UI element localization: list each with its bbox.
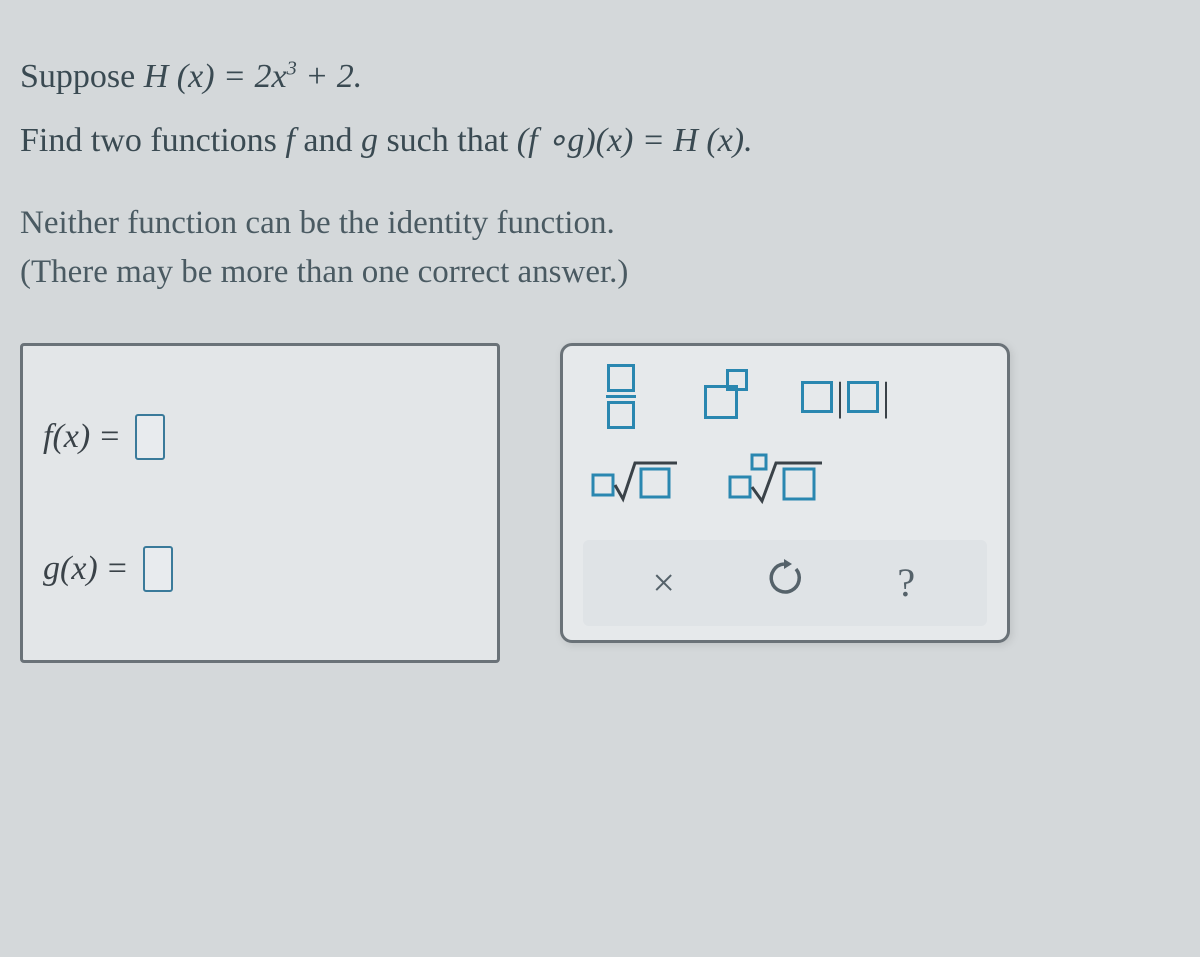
reset-button[interactable]: [750, 559, 820, 607]
sym-g: g: [361, 122, 378, 159]
work-area: f(x) = g(x) =: [20, 343, 1180, 663]
input-f[interactable]: [135, 414, 165, 460]
text-suchthat: such that: [386, 122, 516, 159]
sqrt-icon: [591, 455, 681, 510]
sym-f: f: [285, 122, 294, 159]
math-palette: ||: [560, 343, 1010, 643]
eq-sign-g: =: [108, 550, 127, 588]
help-icon: ?: [897, 560, 915, 605]
label-fx: f(x): [43, 418, 90, 456]
text-and: and: [303, 122, 361, 159]
expr-H: H (x) = 2x3 + 2.: [144, 58, 362, 95]
answer-f-row: f(x) =: [43, 414, 477, 460]
nthroot-icon: [726, 453, 826, 512]
exponent-icon: [704, 375, 748, 419]
sqrt-button[interactable]: [591, 455, 681, 511]
hint-line-1: Neither function can be the identity fun…: [20, 199, 1180, 249]
exponent-button[interactable]: [696, 369, 756, 425]
text-find: Find two functions: [20, 122, 285, 159]
answer-panel: f(x) = g(x) =: [20, 343, 500, 663]
absolute-value-button[interactable]: ||: [801, 369, 890, 425]
absolute-value-icon: ||: [801, 373, 890, 420]
fraction-button[interactable]: [591, 369, 651, 425]
text-suppose: Suppose: [20, 58, 144, 95]
label-gx: g(x): [43, 550, 98, 588]
fraction-icon: [606, 364, 636, 429]
expr-H-base: H (x) = 2x: [144, 58, 287, 95]
nthroot-button[interactable]: [726, 455, 826, 511]
statement-line-1: Suppose H (x) = 2x3 + 2.: [20, 50, 1180, 104]
expr-H-exp: 3: [287, 58, 297, 80]
problem-statement: Suppose H (x) = 2x3 + 2. Find two functi…: [20, 50, 1180, 169]
palette-row-1: ||: [591, 368, 979, 426]
input-g[interactable]: [143, 546, 173, 592]
palette-row-2: [591, 454, 979, 512]
statement-line-2: Find two functions f and g such that (f …: [20, 114, 1180, 168]
expr-H-tail: + 2.: [297, 58, 362, 95]
clear-icon: ×: [652, 560, 675, 605]
clear-button[interactable]: ×: [629, 559, 699, 606]
help-button[interactable]: ?: [871, 559, 941, 606]
hint-line-2: (There may be more than one correct answ…: [20, 248, 1180, 298]
reset-icon: [766, 559, 804, 597]
palette-tools-row: × ?: [583, 540, 987, 626]
eq-sign-f: =: [100, 418, 119, 456]
expr-composition: (f ∘g)(x) = H (x).: [517, 122, 753, 159]
problem-page: Suppose H (x) = 2x3 + 2. Find two functi…: [0, 0, 1200, 683]
answer-g-row: g(x) =: [43, 546, 477, 592]
problem-hint: Neither function can be the identity fun…: [20, 199, 1180, 298]
